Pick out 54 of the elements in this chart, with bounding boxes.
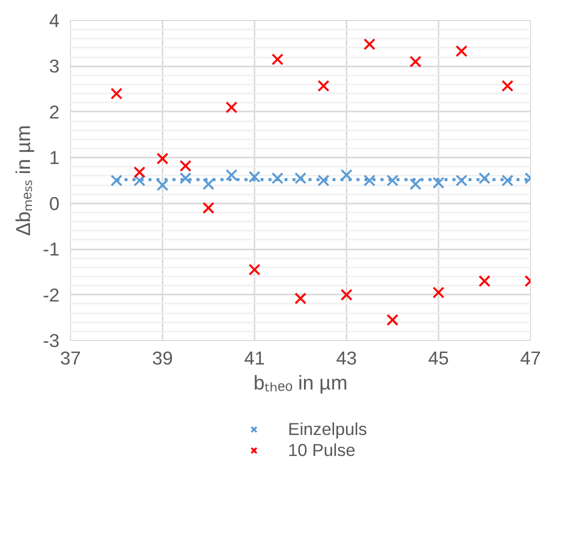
point [318, 174, 330, 186]
point [456, 45, 468, 58]
point [502, 80, 514, 92]
legend-label: Einzelpuls [288, 418, 367, 440]
point [110, 174, 122, 186]
point [226, 101, 238, 114]
point [248, 170, 260, 183]
x-tick-label: 37 [60, 348, 81, 368]
x-tick-label: 47 [520, 348, 541, 368]
point [180, 172, 192, 184]
point [226, 169, 238, 181]
y-tick-label: -1 [42, 238, 60, 260]
y-tick-label: 0 [49, 192, 60, 214]
x-tick-label: 39 [152, 348, 173, 368]
y-tick-label: 1 [49, 147, 60, 168]
x-tick-label: 43 [336, 348, 357, 368]
y-axis-title: Δbₘₑₛₛ in µm [12, 125, 35, 236]
point [432, 286, 444, 298]
point [134, 166, 146, 178]
point [156, 179, 168, 192]
point [432, 176, 444, 189]
point [248, 264, 260, 276]
point [340, 169, 352, 181]
point [386, 314, 398, 326]
point [410, 56, 422, 68]
point [502, 174, 514, 186]
point [386, 174, 398, 186]
y-tick-label: 3 [49, 56, 60, 77]
point [272, 53, 284, 66]
y-tick-label: 4 [49, 10, 60, 31]
y-tick-label: -3 [42, 330, 60, 351]
point [110, 88, 122, 100]
point [456, 174, 468, 186]
point [294, 292, 306, 304]
x-tick-label: 45 [428, 348, 449, 368]
y-tick-label: -2 [42, 284, 60, 306]
point [134, 174, 146, 186]
point [410, 178, 422, 190]
point [478, 275, 490, 288]
point [364, 38, 376, 50]
x-tick-label: 41 [244, 348, 265, 368]
point [364, 174, 376, 186]
y-tick-label: 2 [49, 101, 60, 122]
point [478, 172, 490, 184]
point [202, 202, 214, 214]
point [294, 172, 306, 184]
legend-label: 10 Pulse [288, 440, 356, 460]
point [156, 152, 168, 165]
point [272, 172, 284, 184]
point [202, 178, 214, 190]
point [180, 160, 192, 172]
x-axis-title: bₜₕₑₒ in µm [254, 372, 348, 394]
point [340, 288, 352, 301]
point [318, 80, 330, 92]
